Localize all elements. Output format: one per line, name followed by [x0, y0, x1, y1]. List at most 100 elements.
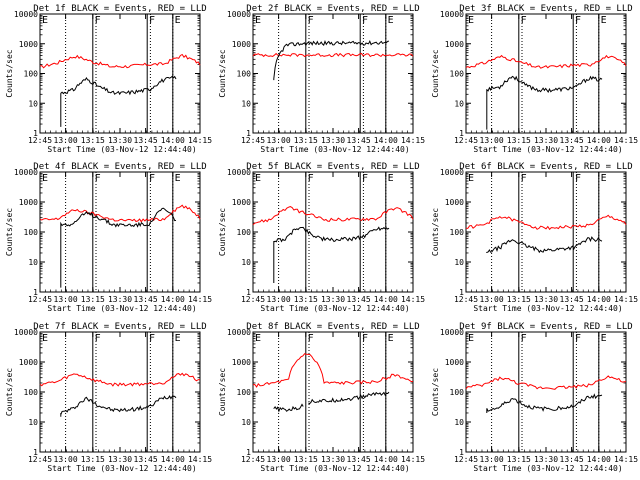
- series-lld: [39, 204, 201, 223]
- panel-title: Det 6f BLACK = Events, RED = LLD: [459, 162, 632, 172]
- marker-label: F: [362, 333, 368, 344]
- x-tick-label: 13:45: [347, 136, 371, 145]
- marker-label: E: [468, 173, 474, 184]
- plot-frame: [39, 331, 201, 453]
- x-tick-label: 13:00: [267, 136, 291, 145]
- panel-title: Det 8f BLACK = Events, RED = LLD: [246, 322, 419, 332]
- x-axis-label: Start Time (03-Nov-12 12:44:40): [47, 304, 196, 313]
- y-tick-label: 10000: [440, 168, 464, 177]
- series-events: [273, 391, 390, 413]
- marker-label: F: [362, 173, 368, 184]
- plot-frame: [39, 171, 201, 293]
- y-tick-label: 10: [28, 99, 38, 108]
- marker-label: F: [95, 173, 101, 184]
- y-tick-label: 1000: [19, 40, 38, 49]
- x-tick-label: 13:45: [560, 455, 584, 464]
- series-lld: [465, 54, 627, 69]
- y-tick-label: 1000: [445, 198, 464, 207]
- marker-label: F: [95, 333, 101, 344]
- y-tick-label: 1: [246, 288, 251, 297]
- marker-label: E: [42, 173, 48, 184]
- x-axis-label: Start Time (03-Nov-12 12:44:40): [473, 145, 622, 154]
- y-tick-label: 100: [450, 388, 465, 397]
- marker-label: E: [601, 173, 607, 184]
- series-events: [60, 394, 177, 417]
- x-tick-label: 14:00: [161, 455, 185, 464]
- marker-label: F: [521, 15, 527, 26]
- marker-label: E: [388, 173, 394, 184]
- plot-frame: [252, 171, 414, 293]
- plot-frame: [252, 331, 414, 453]
- y-tick-label: 10000: [440, 10, 464, 19]
- x-tick-label: 13:15: [81, 455, 105, 464]
- y-axis-label: Counts/sec: [431, 368, 440, 416]
- y-tick-label: 1: [33, 129, 38, 138]
- panel-title: Det 4f BLACK = Events, RED = LLD: [33, 162, 206, 172]
- y-tick-label: 10: [241, 258, 251, 267]
- x-tick-label: 14:15: [188, 295, 212, 304]
- x-tick-label: 14:00: [374, 136, 398, 145]
- x-tick-label: 12:45: [454, 136, 478, 145]
- marker-label: E: [255, 333, 261, 344]
- series-lld: [465, 375, 627, 390]
- y-axis-label: Counts/sec: [218, 208, 227, 256]
- marker-label: E: [42, 15, 48, 26]
- y-axis-label: Counts/sec: [5, 208, 14, 256]
- marker-label: E: [175, 15, 181, 26]
- y-tick-label: 100: [24, 228, 39, 237]
- panel-title: Det 1f BLACK = Events, RED = LLD: [33, 4, 206, 14]
- x-tick-label: 13:30: [108, 136, 132, 145]
- plot-frame: [252, 13, 414, 134]
- x-tick-label: 13:15: [294, 455, 318, 464]
- panel-title: Det 9f BLACK = Events, RED = LLD: [459, 322, 632, 332]
- x-axis-label: Start Time (03-Nov-12 12:44:40): [260, 145, 409, 154]
- y-tick-label: 10000: [14, 328, 38, 337]
- y-tick-label: 10: [28, 258, 38, 267]
- x-tick-label: 13:45: [134, 295, 158, 304]
- x-tick-label: 13:15: [294, 136, 318, 145]
- x-tick-label: 13:00: [480, 136, 504, 145]
- x-axis-label: Start Time (03-Nov-12 12:44:40): [47, 145, 196, 154]
- x-tick-label: 12:45: [241, 136, 265, 145]
- y-tick-label: 10: [241, 99, 251, 108]
- x-tick-label: 14:00: [374, 295, 398, 304]
- y-tick-label: 10000: [227, 328, 251, 337]
- x-tick-label: 13:15: [507, 455, 531, 464]
- panel-det-2: Det 2f BLACK = Events, RED = LLD 1 10 100 10…: [218, 4, 425, 154]
- y-tick-label: 100: [237, 70, 252, 79]
- x-tick-label: 13:30: [321, 455, 345, 464]
- y-axis-label: Counts/sec: [218, 49, 227, 97]
- series-lld: [252, 206, 414, 226]
- y-tick-label: 1: [246, 448, 251, 457]
- panel-title: Det 2f BLACK = Events, RED = LLD: [246, 4, 419, 14]
- x-axis-label: Start Time (03-Nov-12 12:44:40): [47, 464, 196, 473]
- series-events: [273, 226, 390, 283]
- x-tick-label: 13:00: [267, 455, 291, 464]
- panel-det-7: Det 7f BLACK = Events, RED = LLD 1 10 100 10…: [5, 322, 212, 473]
- series-lld: [39, 53, 201, 69]
- x-tick-label: 12:45: [454, 295, 478, 304]
- x-tick-label: 13:00: [54, 455, 78, 464]
- x-tick-label: 13:30: [321, 295, 345, 304]
- x-tick-label: 13:30: [108, 455, 132, 464]
- y-tick-label: 100: [237, 388, 252, 397]
- x-tick-label: 13:15: [507, 295, 531, 304]
- marker-label: F: [575, 333, 581, 344]
- x-tick-label: 13:15: [507, 136, 531, 145]
- marker-label: F: [308, 173, 314, 184]
- y-tick-label: 10: [454, 418, 464, 427]
- x-tick-label: 13:45: [134, 455, 158, 464]
- y-tick-label: 1: [459, 288, 464, 297]
- panel-title: Det 7f BLACK = Events, RED = LLD: [33, 322, 206, 332]
- y-tick-label: 1: [246, 129, 251, 138]
- x-axis-label: Start Time (03-Nov-12 12:44:40): [473, 464, 622, 473]
- y-tick-label: 1000: [19, 358, 38, 367]
- marker-label: F: [95, 15, 101, 26]
- marker-label: F: [575, 173, 581, 184]
- x-tick-label: 14:15: [614, 136, 638, 145]
- x-axis-label: Start Time (03-Nov-12 12:44:40): [260, 464, 409, 473]
- y-tick-label: 10000: [227, 10, 251, 19]
- marker-label: F: [521, 173, 527, 184]
- marker-label: E: [388, 333, 394, 344]
- y-tick-label: 1000: [19, 198, 38, 207]
